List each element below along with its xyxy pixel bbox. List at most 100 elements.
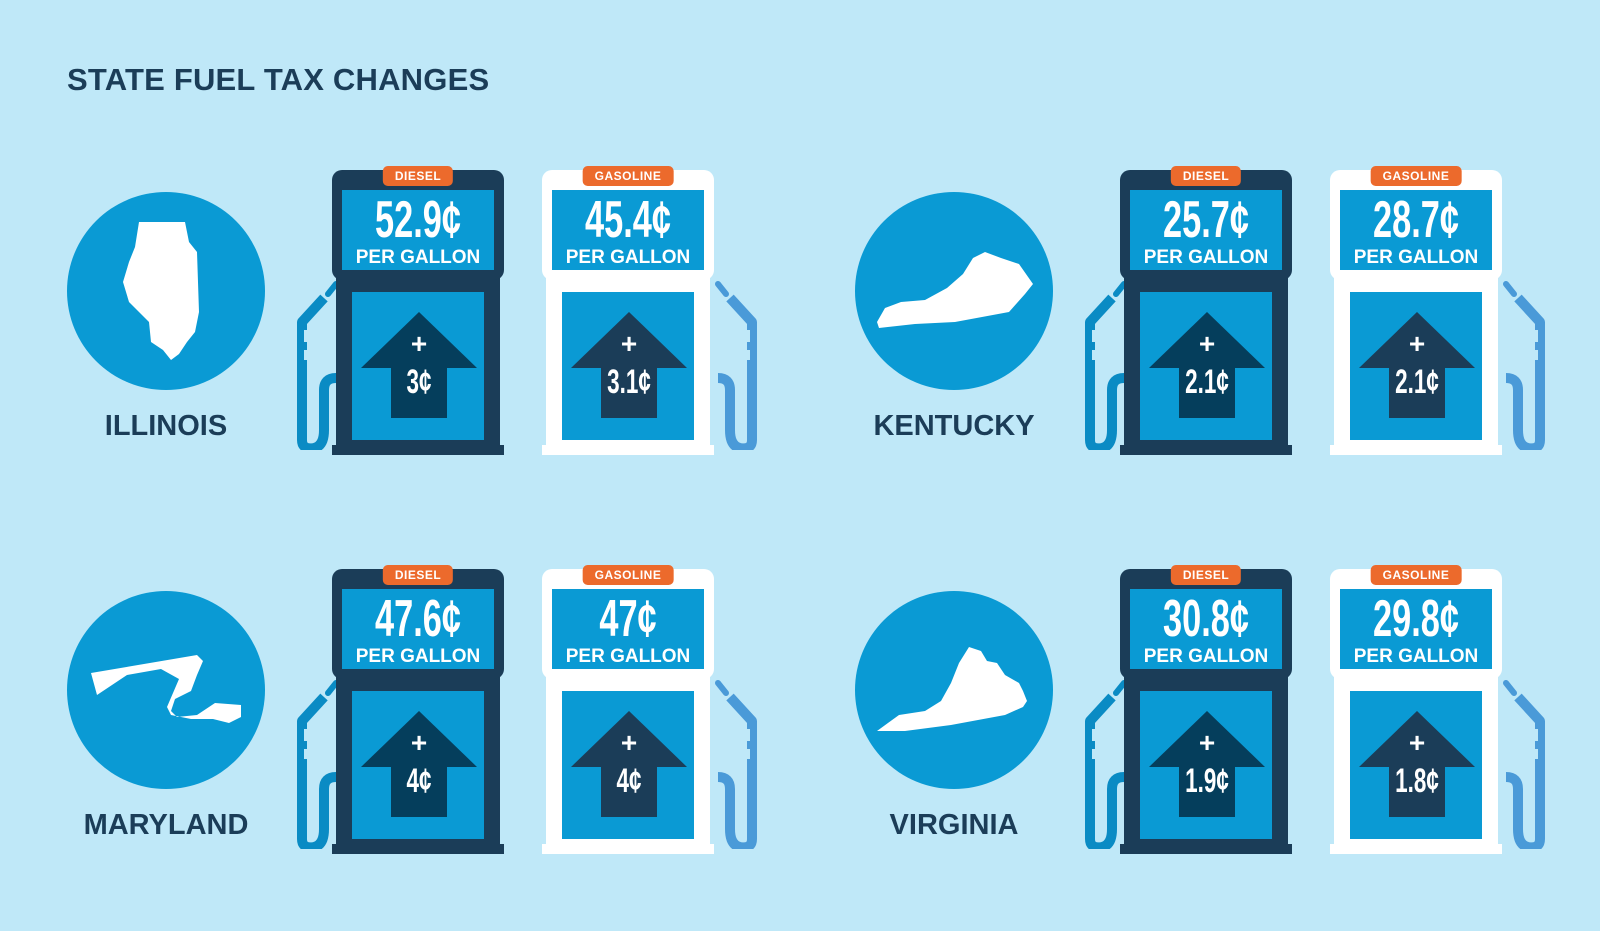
- plus-sign: +: [410, 328, 428, 359]
- increase-screen: + 1.8¢: [1350, 691, 1482, 839]
- state-name: KENTUCKY: [873, 410, 1035, 442]
- state-map-icon: [855, 591, 1053, 789]
- plus-sign: +: [1198, 328, 1216, 359]
- up-arrow-icon: + 4¢: [361, 711, 477, 817]
- pump-head: 25.7¢ PER GALLON DIESEL: [1120, 166, 1292, 280]
- diesel-tag: DIESEL: [382, 166, 454, 186]
- per-gallon-label: PER GALLON: [1353, 247, 1479, 268]
- price-display: 30.8¢ PER GALLON: [1130, 589, 1282, 669]
- tax-rate: 45.4¢: [585, 191, 671, 249]
- page-title: STATE FUEL TAX CHANGES: [67, 62, 490, 97]
- pump-body: + 4¢: [542, 677, 714, 854]
- tax-increase: 1.9¢: [1185, 762, 1229, 800]
- diesel-pump: + 2.1¢ 25.7¢ PER GALLON DIESEL: [1120, 166, 1292, 463]
- increase-screen: + 1.9¢: [1140, 691, 1272, 839]
- tax-rate: 47¢: [599, 590, 657, 648]
- tax-increase: 3¢: [406, 363, 432, 401]
- pump-head: 52.9¢ PER GALLON DIESEL: [332, 166, 504, 280]
- diesel-tag: DIESEL: [1170, 565, 1242, 585]
- gasoline-pump: + 3.1¢ 45.4¢ PER GALLON GASOLINE: [542, 166, 714, 463]
- state-map-icon: [67, 192, 265, 390]
- pump-body: + 2.1¢: [1120, 278, 1292, 455]
- gasoline-tag: GASOLINE: [1370, 166, 1462, 186]
- plus-sign: +: [410, 727, 428, 758]
- up-arrow-icon: + 3.1¢: [571, 312, 687, 418]
- tax-increase: 1.8¢: [1395, 762, 1439, 800]
- pump-body: + 3¢: [332, 278, 504, 455]
- tax-rate: 28.7¢: [1373, 191, 1459, 249]
- per-gallon-label: PER GALLON: [1143, 646, 1269, 667]
- state-panel-illinois: ILLINOIS + 3¢ 52.9¢ PER GALLON DIESEL: [0, 166, 780, 470]
- pump-head: 45.4¢ PER GALLON GASOLINE: [542, 166, 714, 280]
- diesel-tag: DIESEL: [382, 565, 454, 585]
- tax-rate: 30.8¢: [1163, 590, 1249, 648]
- state-map-icon: [67, 591, 265, 789]
- fuel-nozzle-icon: [710, 679, 760, 853]
- fuel-nozzle-icon: [710, 280, 760, 454]
- price-display: 52.9¢ PER GALLON: [342, 190, 494, 270]
- increase-screen: + 2.1¢: [1350, 292, 1482, 440]
- price-display: 28.7¢ PER GALLON: [1340, 190, 1492, 270]
- tax-rate: 47.6¢: [375, 590, 461, 648]
- per-gallon-label: PER GALLON: [355, 646, 481, 667]
- pump-head: 29.8¢ PER GALLON GASOLINE: [1330, 565, 1502, 679]
- tax-rate: 25.7¢: [1163, 191, 1249, 249]
- diesel-pump: + 1.9¢ 30.8¢ PER GALLON DIESEL: [1120, 565, 1292, 862]
- tax-increase: 4¢: [406, 762, 432, 800]
- up-arrow-icon: + 3¢: [361, 312, 477, 418]
- tax-increase: 3.1¢: [607, 363, 651, 401]
- pump-body: + 1.9¢: [1120, 677, 1292, 854]
- per-gallon-label: PER GALLON: [355, 247, 481, 268]
- increase-screen: + 2.1¢: [1140, 292, 1272, 440]
- increase-screen: + 4¢: [562, 691, 694, 839]
- pump-body: + 4¢: [332, 677, 504, 854]
- price-display: 45.4¢ PER GALLON: [552, 190, 704, 270]
- fuel-nozzle-icon: [1082, 679, 1132, 853]
- fuel-nozzle-icon: [1498, 679, 1548, 853]
- gasoline-tag: GASOLINE: [1370, 565, 1462, 585]
- state-name: VIRGINIA: [889, 809, 1019, 841]
- diesel-pump: + 3¢ 52.9¢ PER GALLON DIESEL: [332, 166, 504, 463]
- fuel-nozzle-icon: [1082, 280, 1132, 454]
- gasoline-tag: GASOLINE: [582, 166, 674, 186]
- gasoline-pump: + 2.1¢ 28.7¢ PER GALLON GASOLINE: [1330, 166, 1502, 463]
- state-name: ILLINOIS: [104, 410, 228, 442]
- up-arrow-icon: + 4¢: [571, 711, 687, 817]
- diesel-pump: + 4¢ 47.6¢ PER GALLON DIESEL: [332, 565, 504, 862]
- state-panel-virginia: VIRGINIA + 1.9¢ 30.8¢ PER GALLON DIESEL: [788, 565, 1568, 869]
- plus-sign: +: [620, 328, 638, 359]
- per-gallon-label: PER GALLON: [1143, 247, 1269, 268]
- increase-screen: + 3¢: [352, 292, 484, 440]
- tax-rate: 52.9¢: [375, 191, 461, 249]
- price-display: 25.7¢ PER GALLON: [1130, 190, 1282, 270]
- plus-sign: +: [1408, 328, 1426, 359]
- tax-increase: 2.1¢: [1395, 363, 1439, 401]
- diesel-tag: DIESEL: [1170, 166, 1242, 186]
- fuel-nozzle-icon: [1498, 280, 1548, 454]
- increase-screen: + 3.1¢: [562, 292, 694, 440]
- per-gallon-label: PER GALLON: [1353, 646, 1479, 667]
- tax-increase: 4¢: [616, 762, 642, 800]
- gasoline-pump: + 1.8¢ 29.8¢ PER GALLON GASOLINE: [1330, 565, 1502, 862]
- pump-head: 28.7¢ PER GALLON GASOLINE: [1330, 166, 1502, 280]
- tax-rate: 29.8¢: [1373, 590, 1459, 648]
- tax-increase: 2.1¢: [1185, 363, 1229, 401]
- pump-body: + 2.1¢: [1330, 278, 1502, 455]
- pump-head: 47¢ PER GALLON GASOLINE: [542, 565, 714, 679]
- gasoline-pump: + 4¢ 47¢ PER GALLON GASOLINE: [542, 565, 714, 862]
- state-name: MARYLAND: [83, 809, 249, 841]
- state-panel-maryland: MARYLAND + 4¢ 47.6¢ PER GALLON DIESEL: [0, 565, 780, 869]
- per-gallon-label: PER GALLON: [565, 247, 691, 268]
- pump-head: 47.6¢ PER GALLON DIESEL: [332, 565, 504, 679]
- price-display: 47.6¢ PER GALLON: [342, 589, 494, 669]
- pump-head: 30.8¢ PER GALLON DIESEL: [1120, 565, 1292, 679]
- pump-body: + 1.8¢: [1330, 677, 1502, 854]
- fuel-nozzle-icon: [294, 280, 344, 454]
- fuel-nozzle-icon: [294, 679, 344, 853]
- up-arrow-icon: + 1.8¢: [1359, 711, 1475, 817]
- up-arrow-icon: + 2.1¢: [1149, 312, 1265, 418]
- price-display: 29.8¢ PER GALLON: [1340, 589, 1492, 669]
- state-map-icon: [855, 192, 1053, 390]
- up-arrow-icon: + 1.9¢: [1149, 711, 1265, 817]
- plus-sign: +: [1198, 727, 1216, 758]
